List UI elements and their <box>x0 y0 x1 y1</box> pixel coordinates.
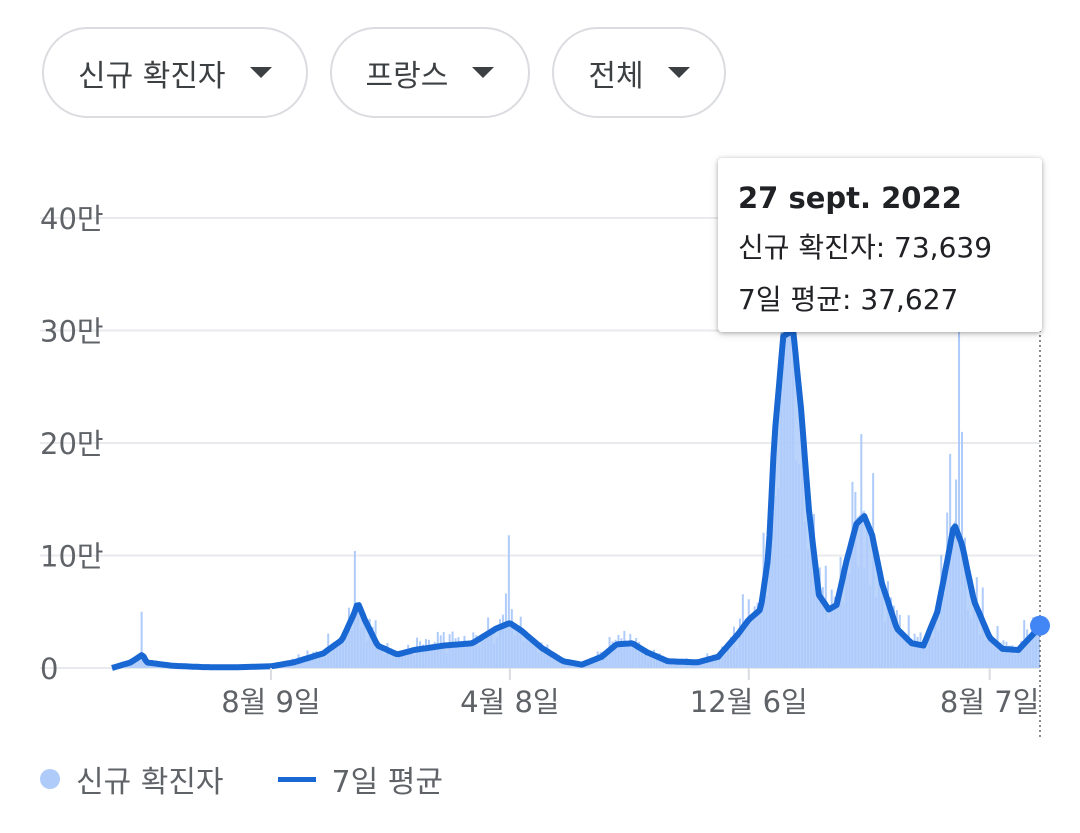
daily-cases-area <box>112 317 1040 668</box>
covid-cases-chart[interactable]: 0 10만 20만 30만 40만 8월 9일 4월 8일 12월 6일 8월 7일 <box>0 0 1080 740</box>
tooltip-cases-value: 73,639 <box>894 231 993 264</box>
metric-dropdown[interactable]: 신규 확진자 <box>42 27 308 118</box>
x-tick-label: 4월 8일 <box>460 685 559 719</box>
caret-down-icon <box>249 67 272 78</box>
hover-marker <box>1030 330 1050 740</box>
period-dropdown-label: 전체 <box>588 58 644 94</box>
x-tick-label: 12월 6일 <box>690 685 808 719</box>
y-tick-label: 40만 <box>40 202 104 236</box>
average-legend-swatch <box>277 776 316 782</box>
period-dropdown[interactable]: 전체 <box>552 27 726 118</box>
cases-legend-swatch <box>40 769 60 789</box>
filter-bar: 신규 확진자 프랑스 전체 <box>42 27 748 118</box>
tooltip-cases-row: 신규 확진자: 73,639 <box>738 231 993 264</box>
tooltip-average-value: 37,627 <box>860 283 959 316</box>
x-tick-label: 8월 7일 <box>940 685 1039 719</box>
y-tick-label: 10만 <box>40 540 104 574</box>
location-dropdown-label: 프랑스 <box>365 58 449 94</box>
seven-day-average-line <box>111 327 1043 671</box>
y-tick-label: 20만 <box>40 427 104 461</box>
y-axis-labels: 0 10만 20만 30만 40만 <box>40 202 104 686</box>
hover-tooltip: 27 sept. 2022 신규 확진자: 73,639 7일 평균: 37,6… <box>718 158 1042 332</box>
cases-legend-label: 신규 확진자 <box>76 765 224 800</box>
tooltip-cases-label: 신규 확진자 <box>738 231 876 264</box>
metric-dropdown-label: 신규 확진자 <box>78 58 226 94</box>
tooltip-average-row: 7일 평균: 37,627 <box>738 283 959 316</box>
caret-down-icon <box>667 67 690 78</box>
hover-point <box>1030 615 1050 636</box>
seven-day-average-path <box>111 327 1043 671</box>
daily-cases-area-fill <box>112 317 1040 668</box>
average-legend-label: 7일 평균 <box>331 765 443 800</box>
x-tick-label: 8월 9일 <box>221 685 320 719</box>
tooltip-average-label: 7일 평균 <box>738 283 842 316</box>
y-tick-label: 30만 <box>40 315 104 349</box>
caret-down-icon <box>472 67 495 78</box>
location-dropdown[interactable]: 프랑스 <box>329 27 531 118</box>
x-axis-labels: 8월 9일 4월 8일 12월 6일 8월 7일 <box>221 668 1039 719</box>
chart-legend: 신규 확진자 7일 평균 <box>40 757 443 801</box>
tooltip-date: 27 sept. 2022 <box>738 181 962 215</box>
y-tick-label: 0 <box>40 652 58 686</box>
